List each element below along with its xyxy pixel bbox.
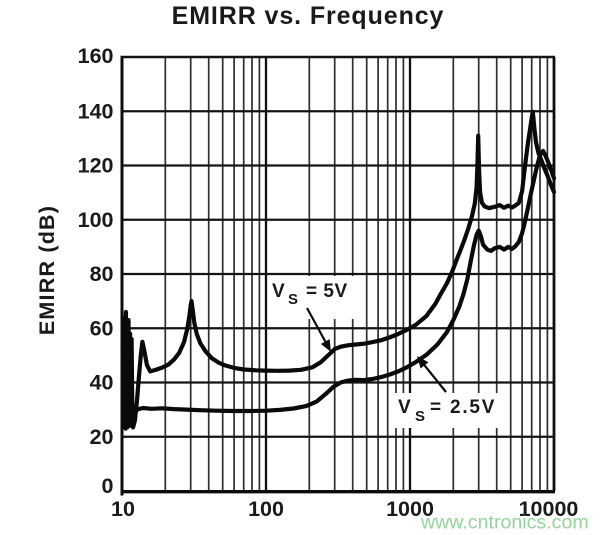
svg-text:140: 140 — [78, 99, 114, 123]
svg-text:20: 20 — [90, 425, 114, 449]
svg-text:S: S — [415, 408, 425, 425]
svg-text:V: V — [398, 397, 411, 418]
svg-text:S: S — [288, 291, 298, 308]
svg-text:10000: 10000 — [519, 497, 579, 521]
svg-text:EMIRR vs. Frequency: EMIRR vs. Frequency — [172, 2, 445, 30]
svg-text:10: 10 — [111, 497, 135, 521]
svg-text:V: V — [272, 281, 285, 302]
svg-text:40: 40 — [90, 371, 114, 395]
svg-text:www.cntronics.com: www.cntronics.com — [420, 512, 589, 534]
svg-text:60: 60 — [90, 316, 114, 340]
svg-text:= 5V: = 5V — [306, 281, 348, 302]
svg-text:80: 80 — [90, 262, 114, 286]
svg-text:100: 100 — [248, 497, 284, 521]
svg-text:= 2.5V: = 2.5V — [430, 397, 496, 418]
svg-text:1000: 1000 — [386, 497, 434, 521]
svg-text:120: 120 — [78, 154, 114, 178]
svg-text:160: 160 — [78, 44, 114, 68]
svg-text:EMIRR (dB): EMIRR (dB) — [35, 205, 59, 335]
svg-text:0: 0 — [102, 474, 114, 498]
svg-text:100: 100 — [78, 208, 114, 232]
